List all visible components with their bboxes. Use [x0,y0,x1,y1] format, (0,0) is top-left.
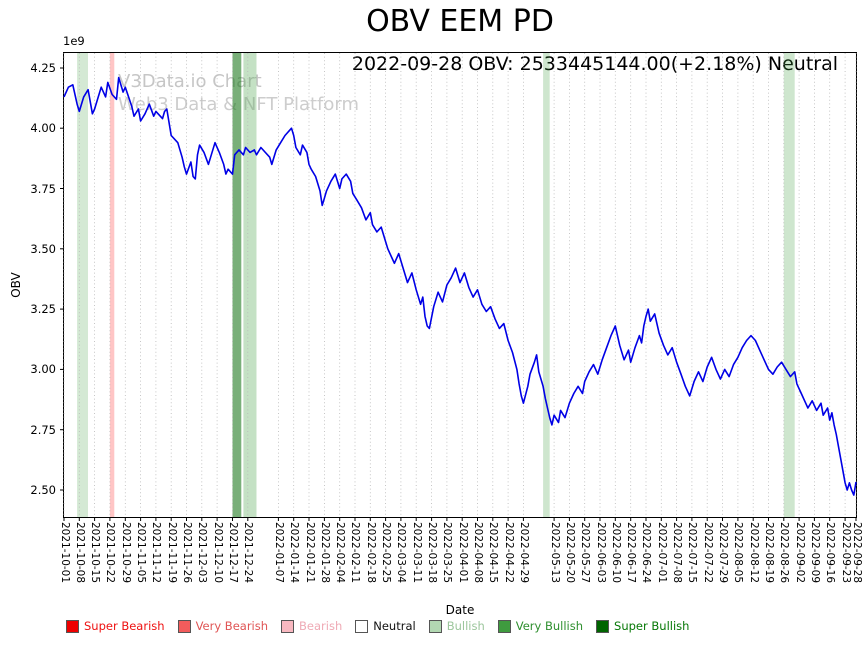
x-tick-label: 2022-02-11 [349,522,362,584]
x-tick-label: 2022-07-15 [686,522,699,584]
x-tick-label: 2022-06-17 [625,522,638,584]
legend-swatch [428,619,442,633]
plot-area [60,52,857,521]
legend-item: Neutral [355,619,416,633]
x-tick-label: 2021-10-01 [58,522,71,584]
x-tick-label: 2022-05-20 [563,522,576,584]
x-tick-label: 2022-08-05 [732,522,745,584]
legend-swatch [355,619,369,633]
x-tick-label: 2022-04-15 [487,522,500,584]
x-tick-label: 2022-01-28 [318,522,331,584]
legend-item: Bearish [281,619,342,633]
x-tick-label: 2022-03-18 [426,522,439,584]
x-tick-label: 2022-06-24 [640,522,653,584]
x-tick-label: 2022-03-11 [410,522,423,584]
y-tick-label: 3.00 [30,362,56,377]
signal-band [232,53,242,517]
y-axis-label: OBV [9,272,23,298]
x-tick-label: 2022-06-03 [594,522,607,584]
y-tick-label: 3.75 [30,181,56,196]
x-tick-label: 2021-11-19 [165,522,178,584]
x-tick-label: 2022-07-22 [701,522,714,584]
x-tick-label: 2022-04-29 [517,522,530,584]
x-tick-label: 2022-08-19 [762,522,775,584]
legend-swatch [497,619,511,633]
x-tick-label: 2022-06-10 [609,522,622,584]
obv-annotation: 2022-09-28 OBV: 2533445144.00(+2.18%) Ne… [351,53,838,75]
legend: Super Bearish Very Bearish Bearish Neutral B… [66,619,689,633]
chart-title: OBV EEM PD [366,4,554,39]
x-tick-label: 2022-05-27 [579,522,592,584]
signal-band [783,53,795,517]
legend-item: Super Bullish [596,619,689,633]
x-tick-label: 2022-09-16 [824,522,837,584]
x-tick-label: 2022-08-12 [747,522,760,584]
x-tick-label: 2022-03-04 [395,522,408,584]
x-tick-label: 2022-05-13 [548,522,561,584]
signal-band [543,53,550,517]
legend-label: Neutral [373,619,416,633]
legend-swatch [596,619,610,633]
x-tick-label: 2021-11-26 [181,522,194,584]
x-tick-label: 2022-07-29 [717,522,730,584]
x-tick-label: 2022-02-25 [380,522,393,584]
legend-item: Very Bearish [177,619,269,633]
x-tick-label: 2021-10-29 [119,522,132,584]
legend-label: Very Bullish [515,619,584,633]
x-tick-label: 2022-01-14 [288,522,301,584]
x-tick-label: 2021-12-24 [242,522,255,584]
x-axis-label: Date [445,603,475,617]
legend-label: Super Bullish [614,619,690,633]
x-tick-label: 2022-01-07 [272,522,285,584]
plot-svg [60,53,857,521]
x-tick-label: 2021-12-03 [196,522,209,584]
signal-band [243,53,257,517]
y-tick-label: 4.25 [30,60,56,75]
x-tick-label: 2022-04-08 [472,522,484,584]
x-tick-label: 2022-07-01 [655,522,668,584]
legend-label: Super Bearish [84,619,165,633]
legend-item: Super Bearish [66,619,165,633]
y-tick-label: 2.50 [30,482,56,497]
legend-item: Very Bullish [497,619,584,633]
x-tick-label: 2022-08-26 [778,522,791,584]
y-tick-label: 3.25 [30,302,56,317]
x-tick-label: 2022-09-28 [850,522,863,584]
x-tick-label: 2022-04-01 [456,522,469,584]
legend-label: Bullish [446,619,485,633]
legend-label: Very Bearish [195,619,269,633]
legend-item: Bullish [428,619,485,633]
x-tick-label: 2021-10-15 [89,522,102,584]
signal-band [109,53,115,517]
legend-swatch [66,619,79,633]
y-axis-offset-label: 1e9 [63,34,85,48]
x-tick-label: 2022-04-22 [502,522,515,584]
y-tick-label: 3.50 [30,241,56,256]
y-tick-label: 2.75 [30,422,56,437]
y-tick-label: 4.00 [30,121,56,136]
legend-label: Bearish [299,619,343,633]
watermark-line1: V3Data.io Chart [118,71,262,92]
legend-swatch [281,619,295,633]
x-tick-label: 2022-01-21 [303,522,316,584]
x-tick-label: 2021-10-08 [73,522,86,584]
x-tick-label: 2021-12-10 [211,522,224,584]
x-tick-label: 2021-12-17 [226,522,239,584]
signal-band [77,53,88,517]
x-tick-label: 2021-11-12 [150,522,163,584]
x-tick-label: 2022-02-04 [334,522,347,584]
legend-swatch [177,619,191,633]
x-tick-label: 2022-02-18 [364,522,377,584]
x-tick-label: 2022-03-25 [441,522,454,584]
x-tick-label: 2022-09-02 [793,522,806,584]
obv-line [63,76,857,496]
x-tick-label: 2022-09-23 [839,522,852,584]
x-tick-label: 2021-10-22 [104,522,117,584]
x-tick-label: 2021-11-05 [135,522,148,584]
x-tick-label: 2022-07-08 [671,522,684,584]
x-tick-label: 2022-09-09 [808,522,821,584]
